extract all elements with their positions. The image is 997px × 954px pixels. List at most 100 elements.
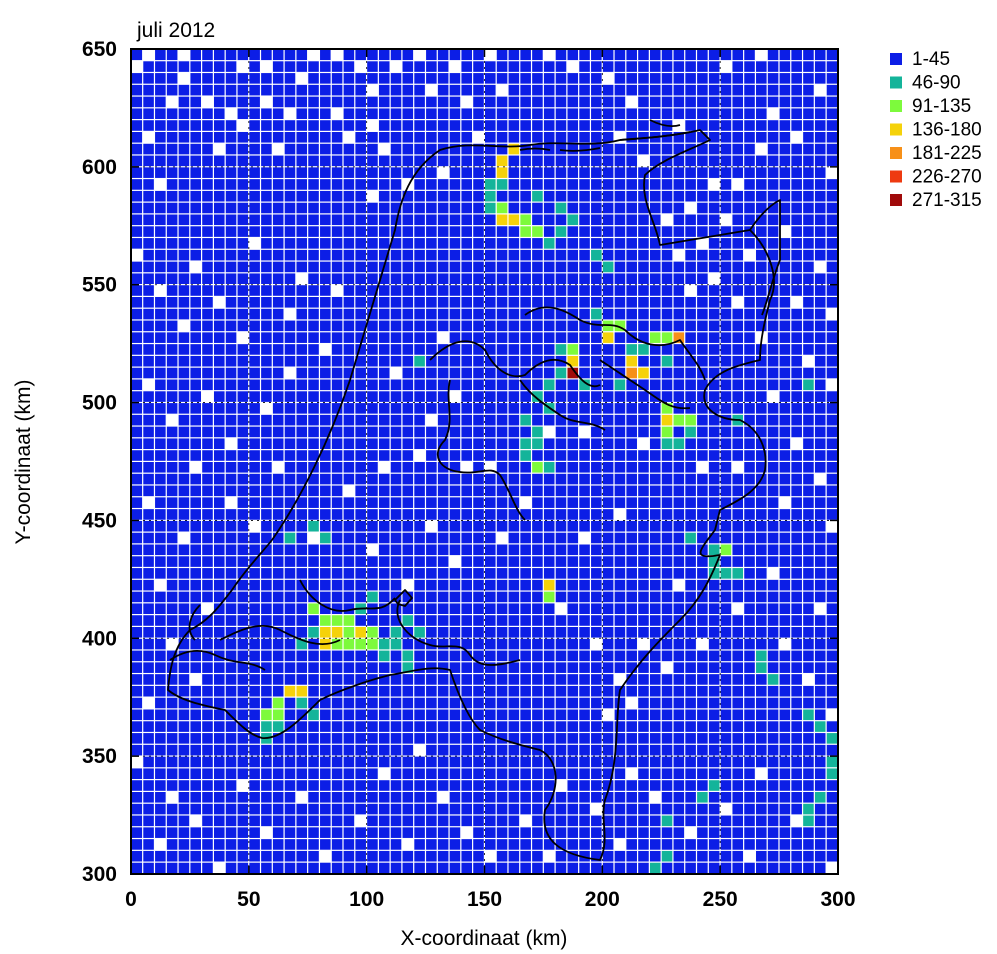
heatmap-cell [520, 803, 531, 815]
heatmap-cell [390, 84, 402, 96]
heatmap-cell [449, 473, 461, 485]
heatmap-cell [414, 544, 425, 556]
heatmap-cell [166, 803, 178, 815]
heatmap-cell [237, 344, 249, 355]
heatmap-cell [567, 744, 579, 756]
heatmap-cell [649, 709, 661, 721]
heatmap-cell [579, 815, 590, 827]
heatmap-cell [520, 73, 531, 84]
heatmap-cell [355, 627, 366, 638]
heatmap-cell [744, 803, 755, 815]
heatmap-cell [791, 850, 802, 862]
heatmap-cell [131, 379, 143, 391]
heatmap-cell [626, 391, 637, 402]
heatmap-cell [473, 733, 484, 744]
heatmap-cell [261, 792, 272, 803]
heatmap-cell [166, 685, 178, 697]
heatmap-cell [461, 803, 473, 815]
heatmap-cell [791, 685, 802, 697]
heatmap-cell [272, 850, 284, 862]
heatmap-cell [178, 697, 190, 709]
heatmap-cell [756, 450, 767, 461]
heatmap-cell [190, 768, 201, 780]
heatmap-cell [249, 143, 260, 155]
heatmap-cell [320, 249, 331, 261]
heatmap-cell [555, 497, 567, 508]
heatmap-cell [543, 815, 555, 827]
heatmap-cell [579, 379, 590, 391]
heatmap-cell [591, 473, 602, 485]
heatmap-cell [166, 485, 178, 497]
heatmap-cell [449, 756, 461, 768]
heatmap-cell [261, 850, 272, 862]
heatmap-cell [496, 662, 508, 673]
heatmap-cell [378, 379, 390, 391]
heatmap-cell [767, 202, 779, 214]
heatmap-cell [744, 462, 755, 473]
heatmap-cell [343, 850, 355, 862]
heatmap-cell [614, 120, 626, 131]
heatmap-cell [685, 803, 696, 815]
heatmap-cell [579, 556, 590, 567]
heatmap-cell [237, 155, 249, 167]
heatmap-cell [143, 556, 154, 567]
heatmap-cell [213, 579, 225, 591]
heatmap-cell [367, 96, 378, 108]
heatmap-cell [367, 143, 378, 155]
heatmap-cell [473, 355, 484, 367]
heatmap-cell [826, 120, 838, 131]
heatmap-cell [661, 744, 673, 756]
heatmap-cell [390, 544, 402, 556]
heatmap-cell [814, 638, 826, 650]
heatmap-cell [591, 238, 602, 249]
heatmap-cell [638, 827, 649, 838]
heatmap-cell [567, 627, 579, 638]
heatmap-cell [378, 167, 390, 178]
heatmap-cell [461, 73, 473, 84]
heatmap-cell [473, 674, 484, 685]
heatmap-cell [532, 332, 543, 343]
heatmap-cell [614, 603, 626, 615]
heatmap-cell [508, 650, 520, 662]
heatmap-cell [520, 768, 531, 780]
heatmap-cell [649, 627, 661, 638]
heatmap-cell [320, 391, 331, 402]
heatmap-cell [532, 768, 543, 780]
heatmap-cell [131, 344, 143, 355]
heatmap-cell [579, 414, 590, 426]
heatmap-cell [414, 462, 425, 473]
heatmap-cell [414, 167, 425, 178]
heatmap-cell [591, 285, 602, 296]
border-line [599, 359, 691, 410]
heatmap-cell [555, 238, 567, 249]
heatmap-cell [190, 473, 201, 485]
heatmap-cell [614, 556, 626, 567]
heatmap-cell [213, 108, 225, 120]
heatmap-cell [190, 332, 201, 343]
heatmap-cell [308, 73, 319, 84]
heatmap-cell [661, 544, 673, 556]
heatmap-cell [367, 591, 378, 603]
heatmap-cell [414, 650, 425, 662]
heatmap-cell [296, 709, 308, 721]
heatmap-cell [720, 756, 732, 768]
heatmap-cell [614, 709, 626, 721]
heatmap-cell [661, 473, 673, 485]
heatmap-cell [614, 190, 626, 202]
heatmap-cell [166, 297, 178, 308]
heatmap-cell [803, 344, 814, 355]
heatmap-cell [732, 108, 744, 120]
heatmap-cell [638, 108, 649, 120]
heatmap-cell [803, 615, 814, 626]
heatmap-cell [284, 520, 296, 532]
heatmap-cell [791, 261, 802, 273]
heatmap-cell [756, 544, 767, 556]
heatmap-cell [579, 662, 590, 673]
heatmap-cell [791, 579, 802, 591]
heatmap-cell [673, 238, 685, 249]
heatmap-cell [143, 579, 154, 591]
heatmap-cell [508, 473, 520, 485]
heatmap-cell [591, 355, 602, 367]
heatmap-cell [143, 238, 154, 249]
heatmap-cell [532, 473, 543, 485]
